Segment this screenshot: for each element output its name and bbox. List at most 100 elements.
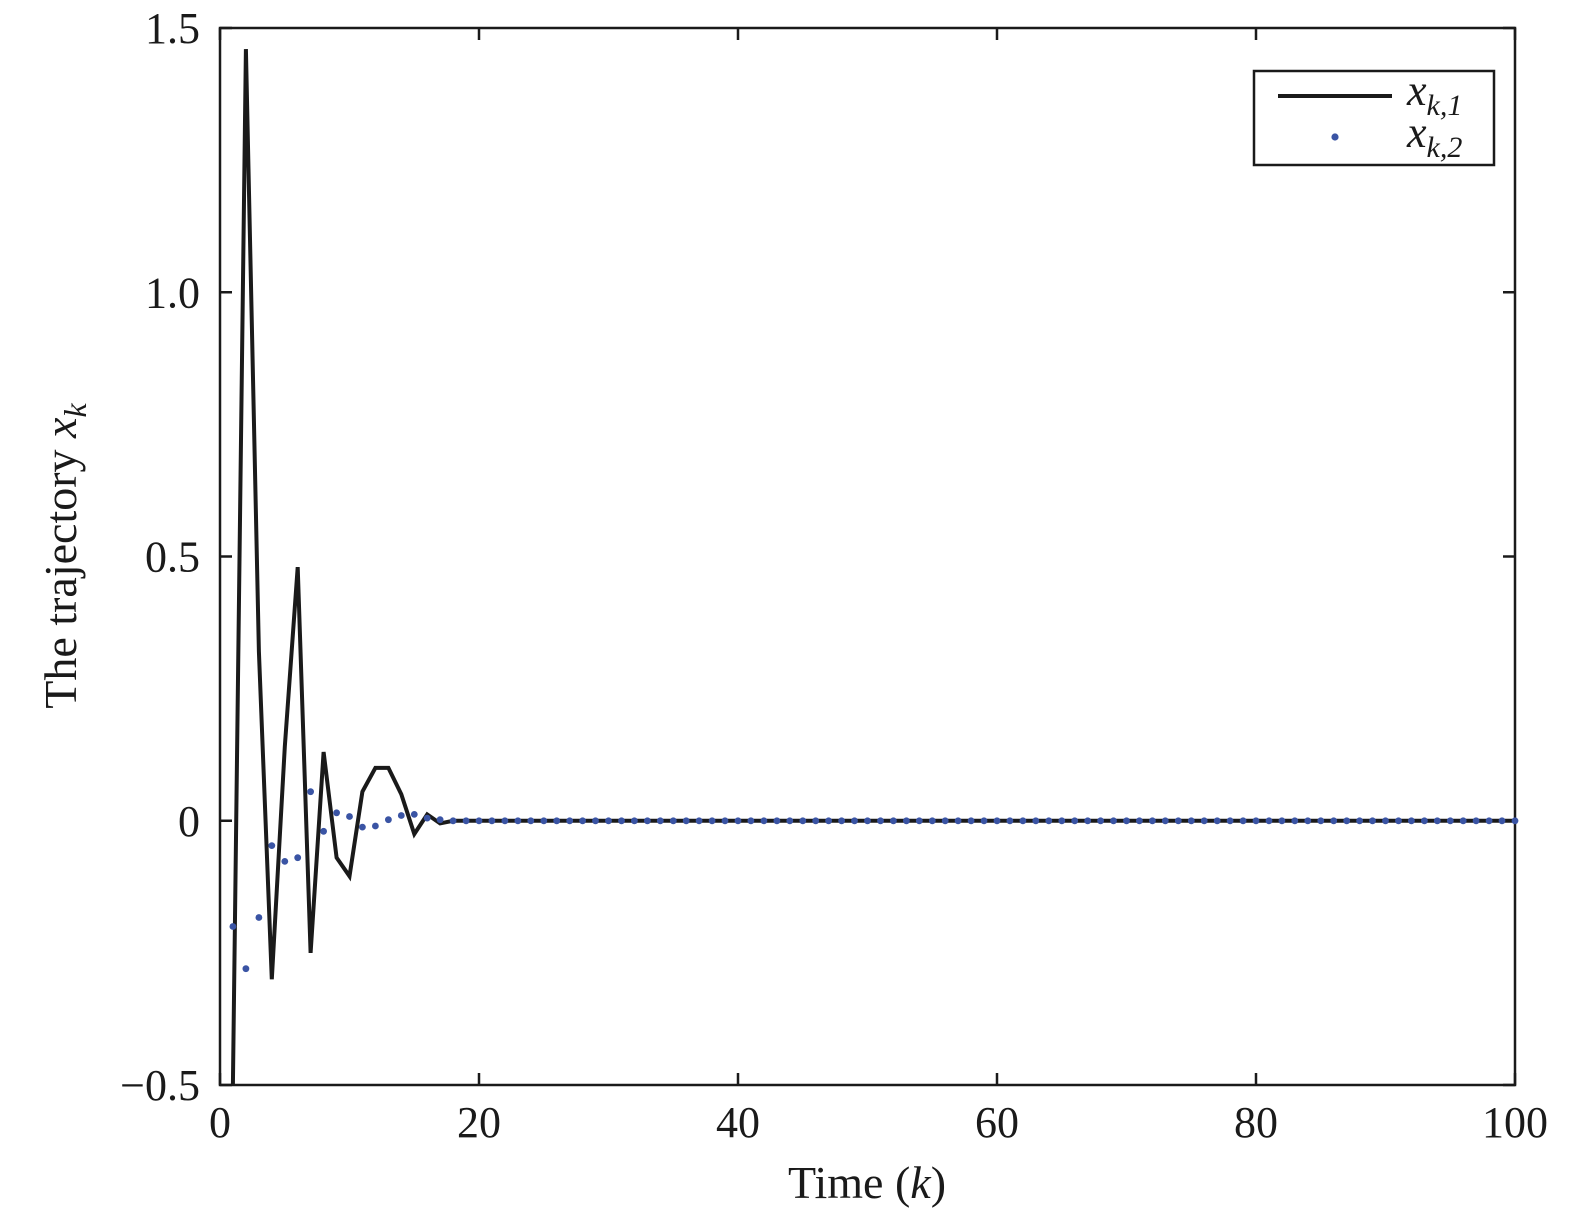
series-point-x-k2 [967,817,975,825]
series-point-x-k2 [1006,817,1014,825]
series-point-x-k2 [1278,817,1286,825]
series-point-x-k2 [605,817,612,825]
series-point-x-k2 [618,817,625,825]
series-point-x-k2 [333,809,340,817]
series-point-x-k2 [294,854,302,862]
series-point-x-k2 [1317,817,1325,825]
series-point-x-k2 [1369,817,1376,825]
series-point-x-k2 [747,817,755,825]
y-tick-label: −0.5 [120,1061,200,1110]
series-point-x-k2 [1200,817,1208,825]
axis-tick-labels: 0 20 40 60 80 100−0.500.51.01.5 [120,4,1548,1147]
series-point-x-k2 [501,817,509,825]
series-point-x-k2 [864,817,871,825]
series-point-x-k2 [423,814,431,822]
series-point-x-k2 [462,817,470,825]
series-point-x-k2 [799,817,807,825]
legend-box [1252,69,1496,167]
x-tick-label: 40 [716,1098,760,1147]
series-point-x-k2 [1136,817,1143,825]
series-point-x-k2 [851,817,858,825]
legend: xk,1 xk,2 [1252,66,1496,167]
series-point-x-k2 [721,817,729,825]
series-point-x-k2 [1058,817,1066,825]
series-point-x-k2 [514,817,522,825]
series-point-x-k2 [1019,817,1027,825]
series-point-x-k2 [488,817,496,825]
series-point-x-k2 [566,817,574,825]
series-point-x-k2 [838,817,845,825]
series-point-x-k2 [1239,817,1247,825]
series-point-x-k2 [1408,817,1415,825]
series-point-x-k2 [786,817,794,825]
series-point-x-k2 [449,817,457,825]
series-point-x-k2 [760,817,768,825]
series-point-x-k2 [268,842,276,849]
series-point-x-k2 [527,817,535,825]
x-tick-label: 100 [1482,1098,1548,1147]
series-point-x-k2 [410,811,418,818]
y-tick-label: 1.5 [145,4,200,53]
series-point-x-k2 [1097,817,1104,825]
series-point-x-k2 [1032,817,1040,825]
series-point-x-k2 [397,812,405,819]
series-point-x-k2 [993,817,1001,825]
series-point-x-k2 [734,817,742,825]
series-point-x-k2 [1174,817,1182,825]
series-point-x-k2 [1330,817,1338,825]
series-point-x-k2 [695,817,703,825]
series-point-x-k2 [242,965,250,973]
series-point-x-k2 [1485,817,1493,825]
series-point-x-k2 [1213,817,1221,825]
series-point-x-k2 [928,817,936,825]
series-point-x-k2 [915,817,923,825]
series-point-x-k2 [1187,817,1195,825]
series-point-x-k2 [1291,817,1299,825]
series-point-x-k2 [1382,817,1389,825]
series-point-x-k2 [1161,817,1169,825]
series-point-x-k2 [255,914,263,921]
series-point-x-k2 [773,817,781,825]
series-point-x-k2 [825,817,832,825]
series-point-x-k2 [1446,817,1454,825]
series-layer [229,49,1519,1086]
series-point-x-k2 [372,822,379,830]
series-point-x-k2 [385,816,392,824]
series-point-x-k2 [1110,817,1117,825]
series-point-x-k2 [1395,817,1402,825]
series-point-x-k2 [631,817,638,825]
series-point-x-k2 [941,817,949,825]
series-point-x-k2 [954,817,962,825]
series-point-x-k2 [1356,817,1363,825]
series-point-x-k2 [579,817,586,825]
y-tick-label: 1.0 [145,268,200,317]
legend-label-x-k2: xk,2 [1406,108,1462,164]
series-point-x-k2 [436,816,444,824]
series-point-x-k2 [708,817,716,825]
series-point-x-k2 [669,817,677,825]
series-point-x-k2 [812,817,820,825]
series-point-x-k2 [359,823,366,831]
axis-ticks [218,26,1517,1087]
series-point-x-k2 [890,817,897,825]
y-tick-label: 0.5 [145,533,200,582]
series-point-x-k2 [1045,817,1053,825]
x-tick-label: 80 [1234,1098,1278,1147]
series-point-x-k2 [1071,817,1079,825]
series-point-x-k2 [229,923,237,930]
series-point-x-k2 [592,817,599,825]
series-point-x-k2 [1304,817,1312,825]
x-tick-label: 0 [209,1098,231,1147]
series-point-x-k2 [1226,817,1234,825]
series-point-x-k2 [1459,817,1467,825]
series-point-x-k2 [682,817,690,825]
series-point-x-k2 [346,813,353,820]
series-point-x-k2 [553,817,561,825]
series-point-x-k2 [1123,817,1130,825]
series-point-x-k2 [1511,817,1519,825]
series-point-x-k2 [1252,817,1260,825]
series-point-x-k2 [1343,817,1351,825]
series-point-x-k2 [656,817,664,825]
x-tick-label: 60 [975,1098,1019,1147]
